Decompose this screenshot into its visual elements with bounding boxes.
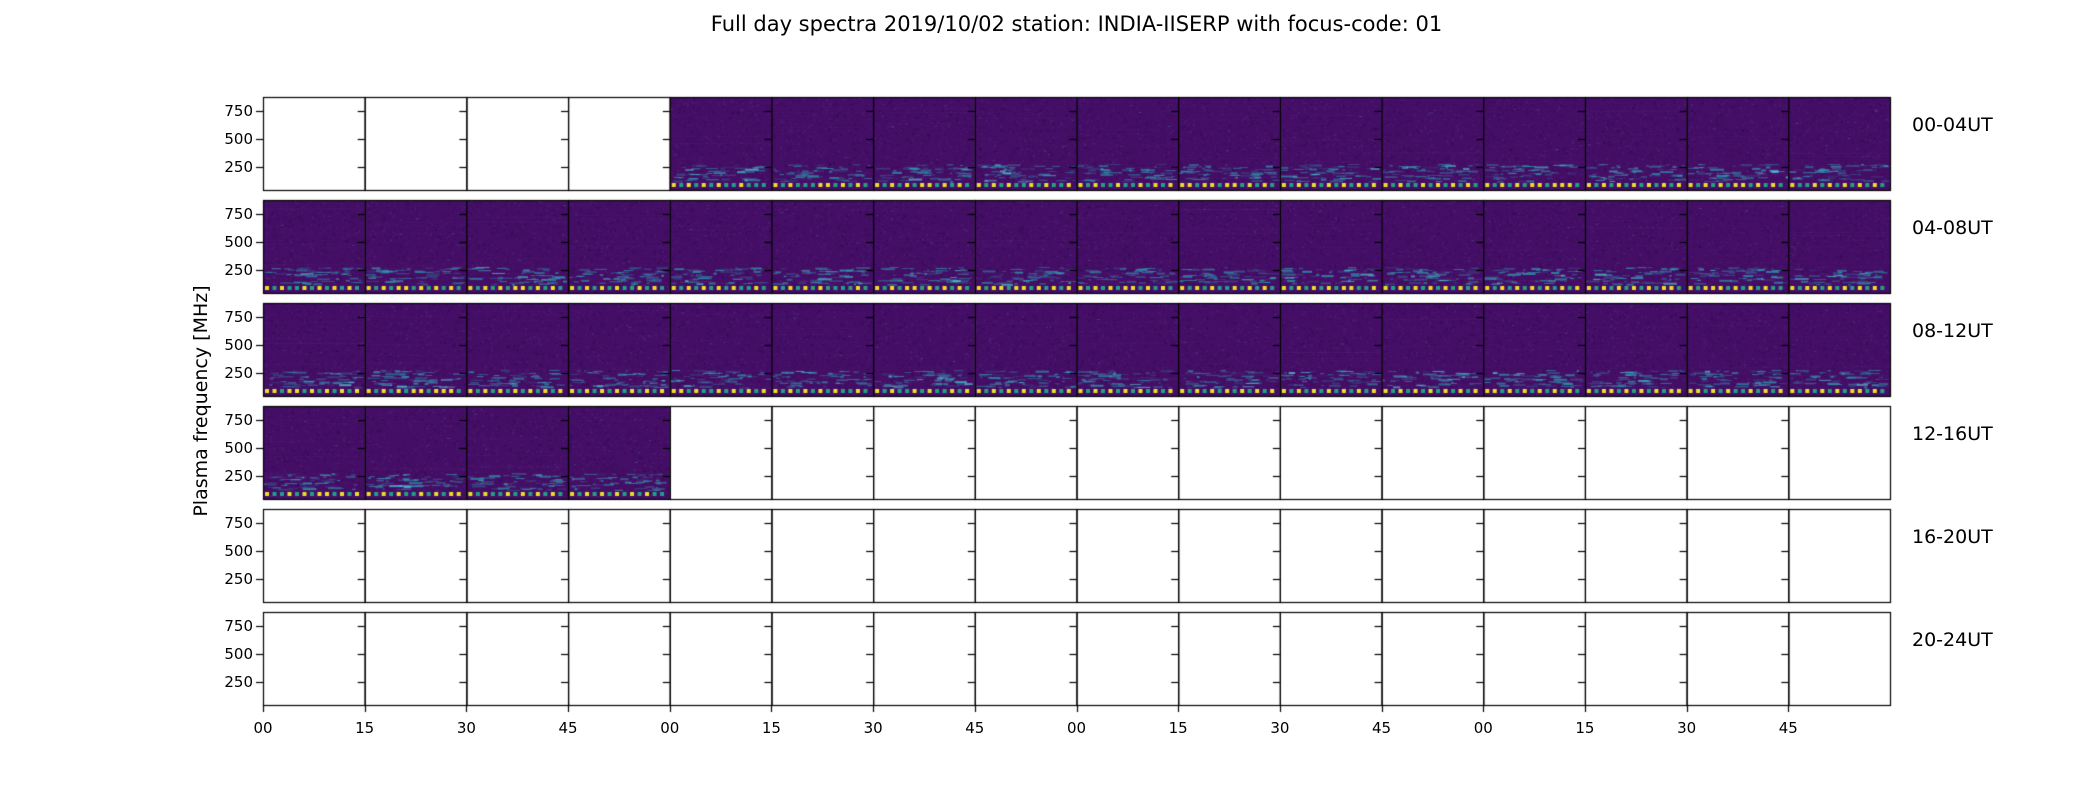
y-axis-label: Plasma frequency [MHz] bbox=[190, 285, 212, 517]
chart-title: Full day spectra 2019/10/02 station: IND… bbox=[710, 12, 1443, 36]
